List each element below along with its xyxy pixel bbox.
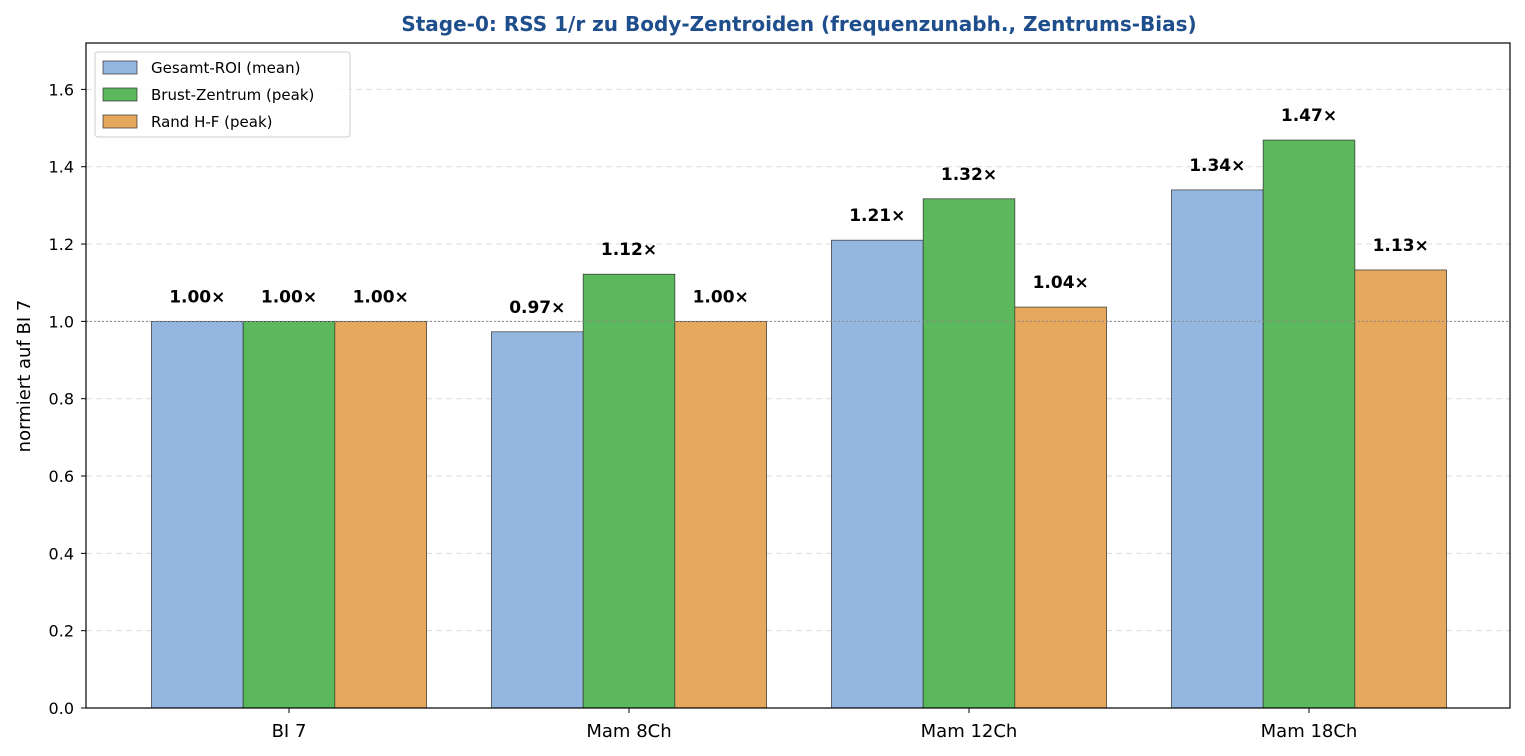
data-label: 1.00× <box>353 287 409 307</box>
bars-layer <box>151 139 1447 709</box>
legend-swatch <box>102 87 138 102</box>
data-label: 1.13× <box>1373 236 1429 256</box>
bar <box>1262 139 1356 709</box>
bar <box>1171 189 1264 709</box>
legend: Gesamt-ROI (mean) Brust-Zentrum (peak) Ran… <box>94 51 351 138</box>
data-label: 1.12× <box>601 240 657 260</box>
legend-box <box>94 51 351 138</box>
legend-entry: Rand H-F (peak) <box>151 113 273 131</box>
data-label: 1.00× <box>693 287 749 307</box>
y-tick-label: 1.6 <box>49 80 74 99</box>
axis-layer: BI 7 Mam 8Ch Mam 12Ch Mam 18Ch 0.0 0.2 0.4 0.6 0… <box>49 42 1511 742</box>
x-tick-label: BI 7 <box>272 721 307 742</box>
data-labels-layer: 1.00× 1.00× 1.00× 0.97× 1.12× 1.00× 1.21× 1.32×… <box>169 106 1429 318</box>
data-label: 0.97× <box>509 298 565 318</box>
y-tick-label: 1.4 <box>49 158 74 177</box>
x-tick-label: Mam 12Ch <box>921 721 1018 742</box>
bar <box>922 198 1016 709</box>
bar <box>491 331 584 709</box>
x-tick-label: Mam 18Ch <box>1261 721 1358 742</box>
data-label: 1.00× <box>261 287 317 307</box>
y-tick-label: 0.6 <box>49 467 74 486</box>
bar <box>1014 306 1107 709</box>
bar <box>674 321 767 709</box>
y-tick-label: 0.0 <box>49 699 74 718</box>
data-label: 1.04× <box>1033 273 1089 293</box>
data-label: 1.34× <box>1189 156 1245 176</box>
chart-title: Stage-0: RSS 1/r zu Body-Zentroiden (fre… <box>401 12 1196 36</box>
legend-swatch <box>102 114 138 129</box>
bar <box>1354 269 1447 709</box>
plot-frame <box>85 42 1511 709</box>
legend-swatch <box>102 60 138 75</box>
x-tick-label: Mam 8Ch <box>586 721 671 742</box>
y-tick-label: 1.0 <box>49 312 74 331</box>
bar <box>151 321 244 709</box>
bar <box>242 321 336 709</box>
y-axis-label: normiert auf BI 7 <box>14 300 35 453</box>
y-tick-label: 0.4 <box>49 544 74 563</box>
data-label: 1.21× <box>849 206 905 226</box>
bar <box>582 273 676 709</box>
bar <box>334 321 427 709</box>
data-label: 1.32× <box>941 165 997 185</box>
data-label: 1.00× <box>169 287 225 307</box>
y-tick-label: 1.2 <box>49 235 74 254</box>
bar <box>831 239 924 709</box>
y-tick-label: 0.8 <box>49 390 74 409</box>
legend-entry: Brust-Zentrum (peak) <box>151 86 314 104</box>
data-label: 1.47× <box>1281 106 1337 126</box>
y-tick-label: 0.2 <box>49 622 74 641</box>
legend-entry: Gesamt-ROI (mean) <box>151 59 300 77</box>
